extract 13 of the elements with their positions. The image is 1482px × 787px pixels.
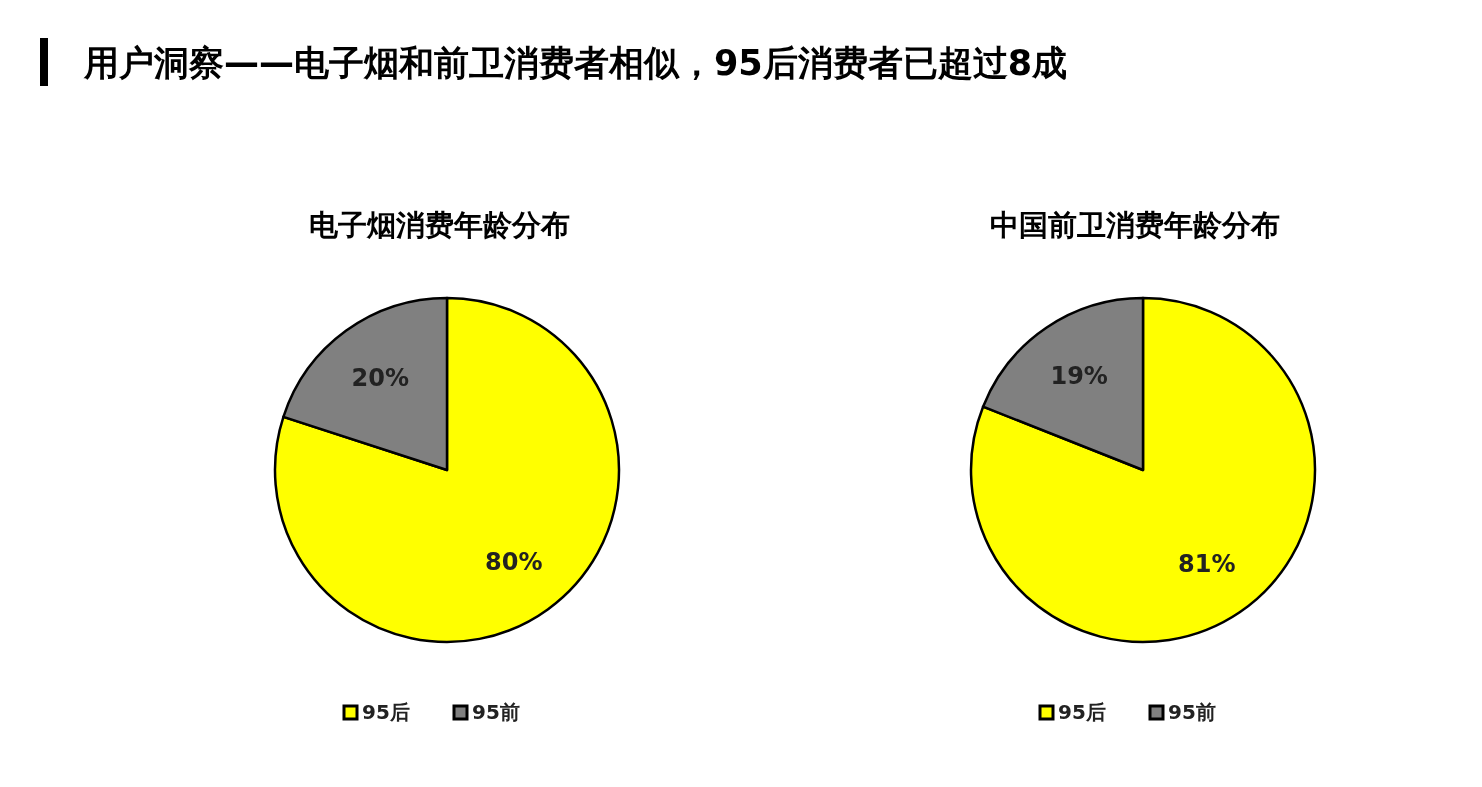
legend-label: 95后 [362, 700, 410, 724]
chart-title: 中国前卫消费年龄分布 [990, 208, 1280, 242]
data-label: 19% [1050, 362, 1108, 391]
chart-title: 电子烟消费年龄分布 [308, 208, 570, 242]
data-label: 81% [1178, 549, 1236, 578]
legend-label: 95前 [472, 700, 520, 724]
data-label: 80% [485, 547, 543, 576]
legend-label: 95后 [1058, 700, 1106, 724]
text: 用户洞察——电子烟和前卫消费者相似，95后消费者已超过8成 [83, 43, 1068, 83]
data-label: 20% [351, 364, 409, 393]
pie-slice [274, 296, 621, 644]
legend-label: 95前 [1168, 700, 1216, 724]
pie-slice [969, 296, 1317, 644]
